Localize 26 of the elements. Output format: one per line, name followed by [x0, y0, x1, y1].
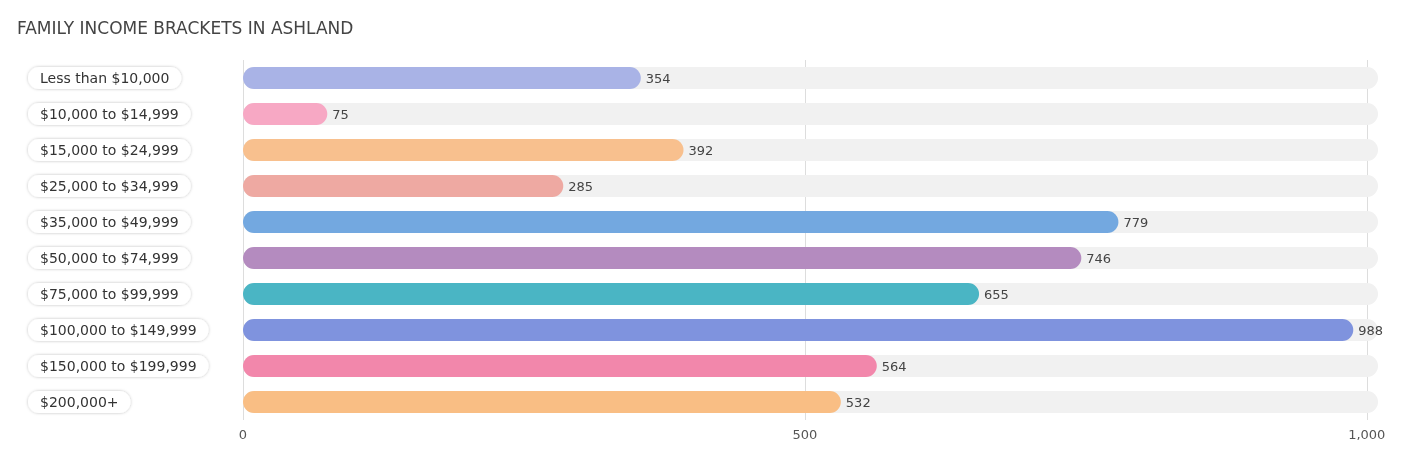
y-tick-label: $75,000 to $99,999	[40, 286, 179, 302]
y-tick-label: $150,000 to $199,999	[40, 358, 197, 374]
data-label: 354	[645, 70, 671, 86]
y-tick-label: Less than $10,000	[40, 70, 170, 86]
y-tick-label: $35,000 to $49,999	[40, 214, 179, 230]
y-tick-label: $25,000 to $34,999	[40, 178, 179, 194]
y-tick-label: $200,000+	[40, 394, 119, 410]
x-tick-label: 500	[792, 427, 818, 442]
bar	[243, 103, 328, 125]
data-label: 746	[1086, 250, 1112, 266]
data-label: 655	[984, 286, 1009, 302]
chart-title: FAMILY INCOME BRACKETS IN ASHLAND	[17, 17, 354, 38]
data-label: 779	[1123, 214, 1149, 230]
data-label: 285	[568, 178, 594, 194]
y-tick-label: $10,000 to $14,999	[40, 106, 179, 122]
y-tick-label: $15,000 to $24,999	[40, 142, 179, 158]
data-label: 392	[688, 142, 714, 158]
x-tick-label: 1,000	[1348, 427, 1386, 442]
data-label: 75	[332, 106, 349, 122]
y-tick-label: $100,000 to $149,999	[40, 322, 197, 338]
bar	[243, 319, 1354, 341]
data-label: 532	[845, 394, 871, 410]
data-label: 564	[881, 358, 907, 374]
y-tick-label: $50,000 to $74,999	[40, 250, 179, 266]
x-tick-label: 0	[238, 427, 248, 442]
data-label: 988	[1358, 322, 1384, 338]
